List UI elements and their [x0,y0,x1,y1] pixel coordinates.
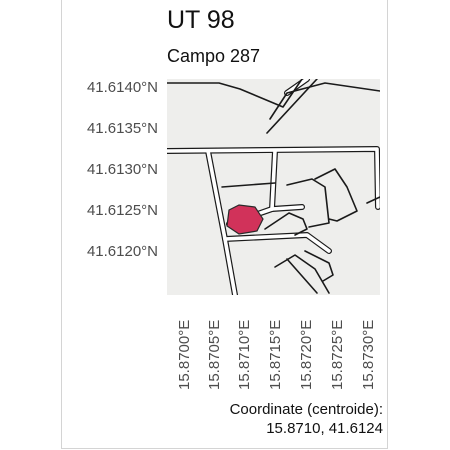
parcel-boundary [167,79,303,108]
parcel-boundary [304,250,334,282]
latitude-label: 41.6135°N [86,120,158,137]
longitude-label: 15.8730°E [360,319,377,390]
longitude-label: 15.8720°E [298,319,315,390]
longitude-label: 15.8715°E [267,319,284,390]
parcel-boundary [366,196,380,204]
longitude-label: 15.8710°E [236,319,253,390]
parcel-boundary [221,182,276,188]
coordinate-caption: Coordinate (centroide): 15.8710, 41.6124 [230,400,383,438]
parcel-boundary [286,258,318,294]
latitude-label: 41.6125°N [86,202,158,219]
latitude-label: 41.6130°N [86,161,158,178]
longitude-label: 15.8700°E [176,319,193,390]
road [167,147,380,209]
parcel-boundary [286,178,330,228]
parcel-boundary [274,254,330,294]
coordinate-caption-heading: Coordinate (centroide): [229,401,383,418]
longitude-label: 15.8725°E [329,319,346,390]
highlighted-parcel[interactable] [226,204,264,235]
latitude-label: 41.6120°N [86,243,158,260]
map-title: UT 98 [167,6,235,34]
longitude-label: 15.8705°E [206,319,223,390]
map-canvas[interactable] [167,79,380,295]
map-subtitle: Campo 287 [167,46,261,66]
parcel-boundary [264,212,308,236]
parcel-boundary [314,168,358,222]
road [223,233,331,253]
parcel-boundary [269,82,380,120]
coordinate-caption-value: 15.8710, 41.6124 [266,420,383,437]
parcel-outline-group [167,79,380,294]
map-svg [167,79,380,295]
latitude-label: 41.6140°N [86,79,158,96]
road [270,149,277,211]
